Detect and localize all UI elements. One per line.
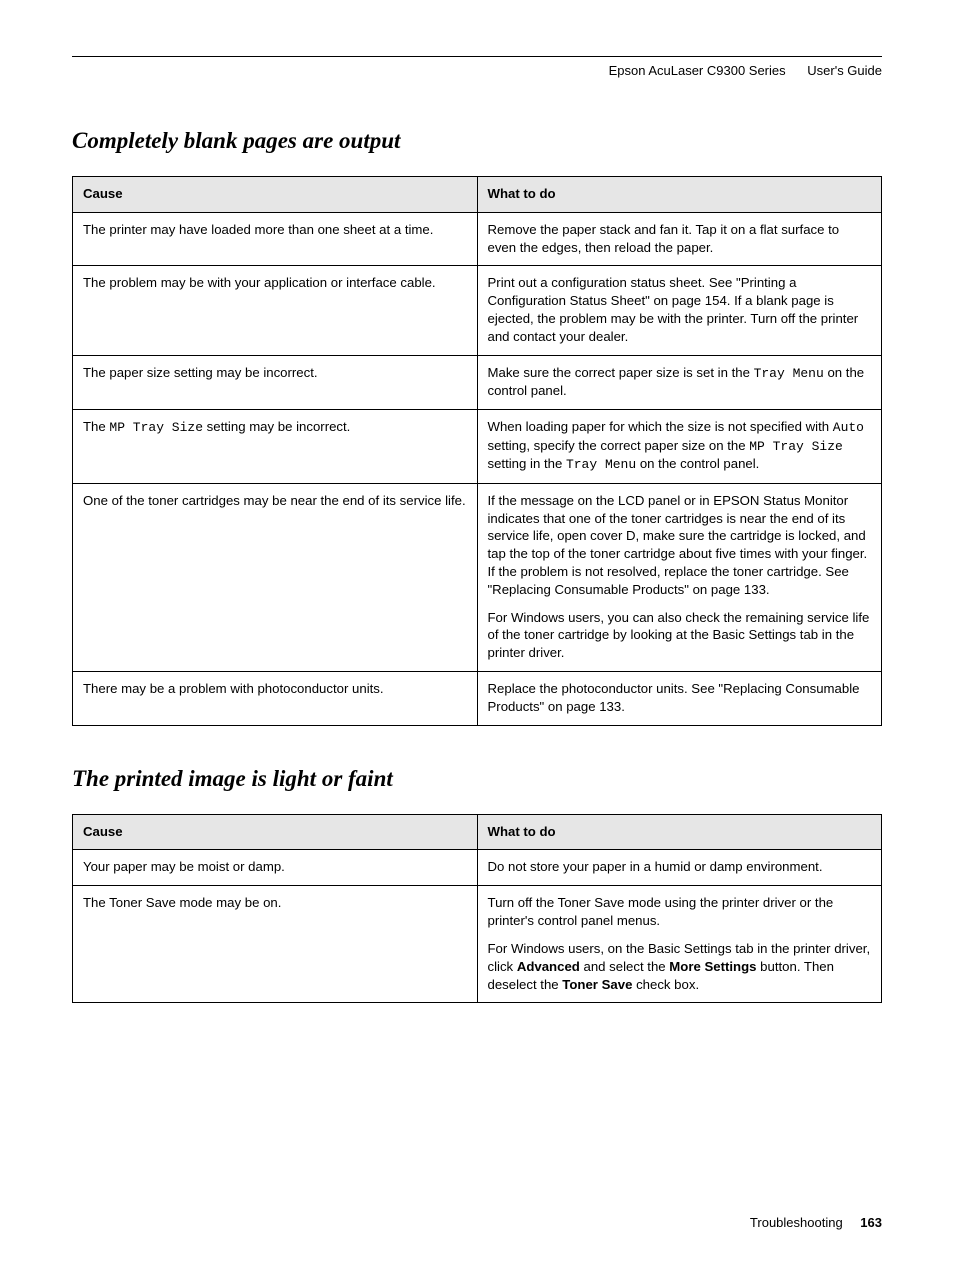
bold-text: Toner Save — [562, 977, 632, 992]
table-header-row: Cause What to do — [73, 177, 882, 213]
cell-cause: The problem may be with your application… — [73, 266, 478, 355]
mono-text: MP Tray Size — [749, 439, 843, 454]
text: check box. — [632, 977, 699, 992]
mono-text: Tray Menu — [566, 457, 636, 472]
table-light-faint: Cause What to do Your paper may be moist… — [72, 814, 882, 1004]
table-row: One of the toner cartridges may be near … — [73, 483, 882, 671]
text: Make sure the correct paper size is set … — [488, 365, 754, 380]
cell-cause: The paper size setting may be incorrect. — [73, 355, 478, 409]
cell-cause: One of the toner cartridges may be near … — [73, 483, 478, 671]
text: setting may be incorrect. — [203, 419, 350, 434]
section-title-light-faint: The printed image is light or faint — [72, 766, 882, 792]
header-product: Epson AcuLaser C9300 Series — [609, 63, 786, 78]
text: The — [83, 419, 109, 434]
cell-what: Print out a configuration status sheet. … — [477, 266, 882, 355]
footer-page-number: 163 — [860, 1215, 882, 1230]
table-row: The problem may be with your application… — [73, 266, 882, 355]
cell-cause: Your paper may be moist or damp. — [73, 850, 478, 886]
text: When loading paper for which the size is… — [488, 419, 833, 434]
text: For Windows users, you can also check th… — [488, 609, 872, 662]
running-header: Epson AcuLaser C9300 Series User's Guide — [72, 63, 882, 78]
section-title-blank-pages: Completely blank pages are output — [72, 128, 882, 154]
text: For Windows users, on the Basic Settings… — [488, 940, 872, 993]
mono-text: MP Tray Size — [109, 420, 203, 435]
page-body: Epson AcuLaser C9300 Series User's Guide… — [0, 0, 954, 1003]
col-what: What to do — [477, 814, 882, 850]
table-row: Your paper may be moist or damp. Do not … — [73, 850, 882, 886]
cell-what: Remove the paper stack and fan it. Tap i… — [477, 212, 882, 266]
cell-what: Replace the photoconductor units. See "R… — [477, 672, 882, 726]
mono-text: Tray Menu — [754, 366, 824, 381]
table-header-row: Cause What to do — [73, 814, 882, 850]
header-doc: User's Guide — [807, 63, 882, 78]
table-row: The Toner Save mode may be on. Turn off … — [73, 886, 882, 1003]
page-footer: Troubleshooting 163 — [750, 1215, 882, 1230]
table-row: The MP Tray Size setting may be incorrec… — [73, 410, 882, 484]
cell-cause: The Toner Save mode may be on. — [73, 886, 478, 1003]
bold-text: More Settings — [669, 959, 756, 974]
table-row: There may be a problem with photoconduct… — [73, 672, 882, 726]
header-rule — [72, 56, 882, 57]
text: setting in the — [488, 456, 566, 471]
footer-chapter: Troubleshooting — [750, 1215, 843, 1230]
table-row: The printer may have loaded more than on… — [73, 212, 882, 266]
cell-what: Turn off the Toner Save mode using the p… — [477, 886, 882, 1003]
cell-cause: The MP Tray Size setting may be incorrec… — [73, 410, 478, 484]
cell-what: Do not store your paper in a humid or da… — [477, 850, 882, 886]
text: and select the — [580, 959, 669, 974]
table-blank-pages: Cause What to do The printer may have lo… — [72, 176, 882, 726]
text: If the message on the LCD panel or in EP… — [488, 492, 872, 599]
table-row: The paper size setting may be incorrect.… — [73, 355, 882, 409]
bold-text: Advanced — [517, 959, 580, 974]
col-cause: Cause — [73, 177, 478, 213]
cell-cause: The printer may have loaded more than on… — [73, 212, 478, 266]
cell-what: Make sure the correct paper size is set … — [477, 355, 882, 409]
text: setting, specify the correct paper size … — [488, 438, 750, 453]
col-cause: Cause — [73, 814, 478, 850]
col-what: What to do — [477, 177, 882, 213]
cell-what: When loading paper for which the size is… — [477, 410, 882, 484]
text: Turn off the Toner Save mode using the p… — [488, 894, 872, 930]
text: on the control panel. — [636, 456, 759, 471]
mono-text: Auto — [833, 420, 864, 435]
cell-what: If the message on the LCD panel or in EP… — [477, 483, 882, 671]
cell-cause: There may be a problem with photoconduct… — [73, 672, 478, 726]
